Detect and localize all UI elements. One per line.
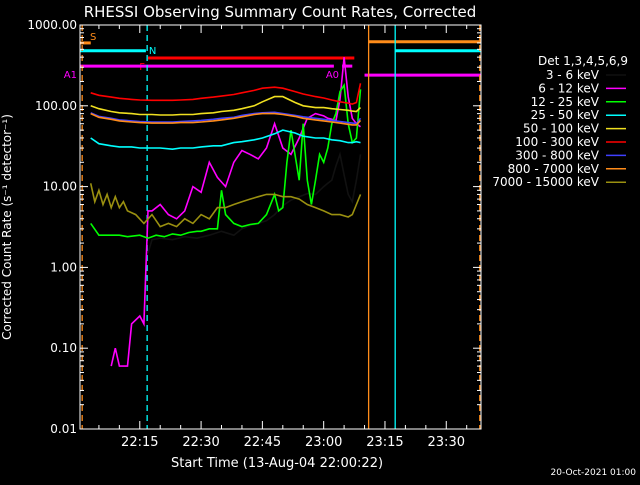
legend-label: 25 - 50 keV: [531, 108, 600, 122]
series-line-800-7000-kev: [90, 112, 362, 126]
legend-label: 6 - 12 keV: [538, 81, 600, 95]
flag-label-s: S: [90, 32, 96, 43]
flag-label-a0: A0: [326, 70, 339, 81]
y-tick-label: 1.00: [50, 260, 77, 274]
x-tick-label: 23:30: [428, 435, 465, 450]
legend-label: 100 - 300 keV: [515, 135, 599, 149]
x-tick-label: 23:15: [366, 435, 403, 450]
series-line-7000-15000-kev: [89, 183, 362, 228]
y-tick-label: 1000.00: [27, 18, 77, 32]
series-line-3-6-kev: [147, 151, 362, 254]
y-tick-label: 0.10: [50, 341, 77, 355]
footer-date: 20-Oct-2021 01:00: [551, 468, 637, 478]
legend-label: 300 - 800 keV: [515, 148, 599, 162]
flag-lines: SNFA1A0: [64, 32, 481, 81]
y-tick-label: 100.00: [35, 99, 77, 113]
plot-frame: [79, 24, 482, 430]
legend-label: 3 - 6 keV: [546, 68, 600, 82]
series-line-300-800-kev: [90, 111, 362, 125]
legend-label: 12 - 25 keV: [531, 95, 600, 109]
y-axis-label: Corrected Count Rate (s⁻¹ detector⁻¹): [0, 114, 14, 340]
series-line-100-300-kev: [90, 83, 362, 105]
chart-title: RHESSI Observing Summary Count Rates, Co…: [84, 3, 477, 21]
flag-label-a1: A1: [64, 70, 77, 81]
y-axis: 1000.00 100.00 10.00 1.00 0.10 0.01: [27, 18, 481, 436]
series-line-12-25-kev: [90, 82, 362, 240]
x-tick-label: 22:45: [244, 435, 281, 450]
x-axis: 22:15 22:30 22:45 23:00 23:15 23:30: [98, 25, 468, 450]
x-tick-label: 23:00: [305, 435, 342, 450]
x-axis-label: Start Time (13-Aug-04 22:00:22): [171, 456, 383, 471]
legend-label: 800 - 7000 keV: [508, 162, 600, 176]
legend-label: 50 - 100 keV: [523, 122, 600, 136]
legend-label: 7000 - 15000 keV: [492, 175, 599, 189]
legend-title: Det 1,3,4,5,6,9: [538, 54, 628, 68]
y-tick-label: 0.01: [50, 422, 77, 436]
series-line-50-100-kev: [90, 95, 362, 116]
y-tick-label: 10.00: [43, 180, 77, 194]
series-line-6-12-kev: [110, 57, 361, 367]
series-line-25-50-kev: [90, 129, 361, 151]
x-tick-label: 22:15: [121, 435, 158, 450]
data-series: [89, 57, 362, 367]
x-tick-label: 22:30: [182, 435, 219, 450]
flag-label-n: N: [149, 46, 156, 57]
time-markers: [81, 25, 481, 429]
